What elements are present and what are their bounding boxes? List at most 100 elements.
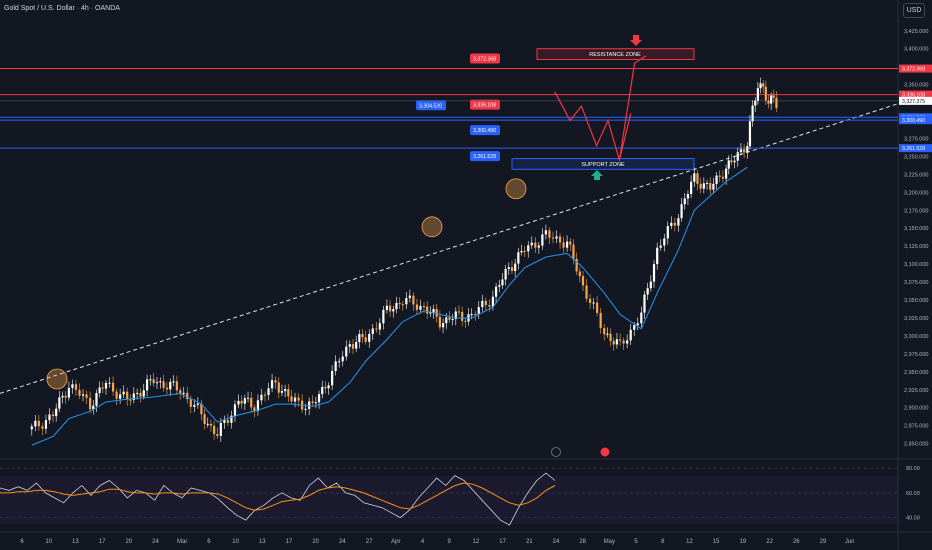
candle-body xyxy=(324,386,327,389)
flag-marker-icon xyxy=(600,447,610,457)
candle-body xyxy=(364,337,367,342)
y-tick-label: 3,200.000 xyxy=(904,190,928,196)
candle-body xyxy=(55,408,58,417)
candle-body xyxy=(764,86,767,101)
candle-body xyxy=(297,397,300,401)
y-tick-label: 3,125.000 xyxy=(904,244,928,250)
resistance-arrow-icon xyxy=(630,35,642,46)
candle-body xyxy=(477,307,480,315)
candle-body xyxy=(287,389,290,397)
candle-body xyxy=(626,340,629,344)
y-tick-label: 3,150.000 xyxy=(904,226,928,232)
level-tag xyxy=(416,100,446,111)
y-tick-label: 2,975.000 xyxy=(904,352,928,358)
candle-body xyxy=(748,121,752,147)
candle-body xyxy=(412,295,415,305)
candle-body xyxy=(243,398,246,404)
candle-body xyxy=(445,317,448,324)
candle-body xyxy=(182,392,185,394)
candle-body xyxy=(435,309,438,317)
candle-body xyxy=(71,384,74,388)
candle-body xyxy=(572,244,575,259)
candle-body xyxy=(398,302,401,305)
support-arrow-icon xyxy=(591,170,603,180)
x-tick-label: 12 xyxy=(473,539,480,545)
candle-body xyxy=(104,382,108,389)
candle-body xyxy=(226,420,229,423)
x-tick-label: 15 xyxy=(713,539,720,545)
candle-body xyxy=(534,242,537,248)
candle-body xyxy=(314,402,317,404)
projection-path-up xyxy=(618,55,647,161)
candle-body xyxy=(438,316,441,328)
candle-body xyxy=(629,329,632,341)
currency-button[interactable]: USD xyxy=(903,3,925,18)
candle-body xyxy=(119,394,122,399)
candle-body xyxy=(34,420,37,427)
candle-body xyxy=(274,380,277,383)
candle-body xyxy=(304,408,307,410)
candle-body xyxy=(392,309,395,312)
candle-body xyxy=(615,339,619,345)
x-tick-label: 24 xyxy=(553,539,560,545)
rsi-line xyxy=(0,472,556,526)
candle-body xyxy=(575,258,578,272)
x-tick-label: 13 xyxy=(259,539,266,545)
candle-body xyxy=(270,380,274,389)
candle-body xyxy=(78,389,81,396)
candle-body xyxy=(484,300,487,306)
candle-body xyxy=(501,279,504,286)
candle-body xyxy=(592,302,595,304)
x-tick-label: 5 xyxy=(634,539,638,545)
candle-body xyxy=(649,281,652,289)
candle-body xyxy=(67,387,70,398)
candle-body xyxy=(581,276,585,286)
candle-body xyxy=(578,271,581,277)
candle-body xyxy=(149,379,152,381)
candle-body xyxy=(721,176,725,179)
highlight-circle xyxy=(46,368,68,390)
candle-body xyxy=(636,323,639,326)
y-tick-label: 3,225.000 xyxy=(904,172,928,178)
candle-body xyxy=(81,394,85,396)
candle-body xyxy=(345,346,348,357)
candle-body xyxy=(606,333,609,335)
current-price-label: 3,327.375 xyxy=(902,99,925,105)
x-tick-label: Jun xyxy=(845,539,855,545)
candle-body xyxy=(569,241,572,245)
candle-body xyxy=(659,245,662,248)
candle-body xyxy=(705,182,709,184)
candle-body xyxy=(129,399,132,401)
candle-body xyxy=(422,306,426,308)
candle-body xyxy=(746,146,749,153)
candle-body xyxy=(419,306,422,310)
candle-body xyxy=(92,405,95,410)
candle-body xyxy=(355,342,358,349)
rsi-signal-line xyxy=(0,482,556,511)
candle-body xyxy=(98,387,101,393)
candle-body xyxy=(673,222,676,226)
level-tag xyxy=(470,53,500,64)
candle-body xyxy=(162,381,165,388)
candle-body xyxy=(317,394,321,403)
candle-body xyxy=(551,237,555,239)
candle-body xyxy=(612,340,615,345)
candle-body xyxy=(603,328,606,335)
candle-body xyxy=(491,296,494,307)
candle-body xyxy=(596,302,599,313)
candle-body xyxy=(382,309,385,324)
x-tick-label: 12 xyxy=(686,539,693,545)
level-tag-label: 3,300.490 xyxy=(473,128,496,134)
candle-body xyxy=(122,391,125,395)
candle-body xyxy=(126,391,129,400)
candle-body xyxy=(544,230,547,235)
candle-body xyxy=(666,225,669,239)
level-tag-label: 3,336.108 xyxy=(473,103,496,109)
candle-body xyxy=(395,302,398,310)
candle-body xyxy=(715,175,718,184)
candle-body xyxy=(767,100,770,104)
candle-body xyxy=(652,264,656,282)
candle-body xyxy=(175,381,178,391)
candle-body xyxy=(169,381,172,390)
